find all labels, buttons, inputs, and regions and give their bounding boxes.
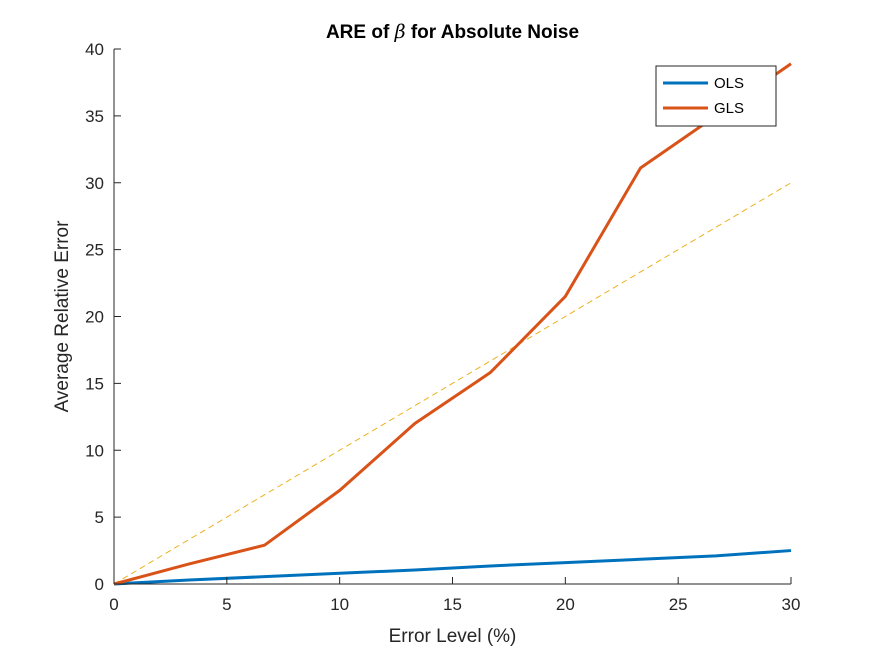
- title-beta-symbol: β: [394, 21, 406, 43]
- y-tick-label: 35: [85, 107, 104, 126]
- plot-area: [114, 49, 791, 584]
- axes-background: [114, 49, 791, 584]
- reference-line: [113, 182, 792, 585]
- legend-box: [655, 65, 777, 127]
- series-line-gls: [113, 62, 792, 586]
- x-tick-label: 30: [782, 595, 801, 614]
- x-ticks: 0 5 10 15 20 25 30: [109, 577, 800, 614]
- x-tick-label: 5: [222, 595, 231, 614]
- y-tick-label: 0: [95, 575, 104, 594]
- x-axis-title: Error Level (%): [389, 626, 517, 647]
- x-tick-label: 20: [556, 595, 575, 614]
- x-tick-label: 10: [330, 595, 349, 614]
- legend-label-ols: OLS: [714, 75, 744, 92]
- y-tick-label: 10: [85, 441, 104, 460]
- x-tick-label: 15: [443, 595, 462, 614]
- chart-title: ARE of β for Absolute Noise: [326, 21, 579, 43]
- y-tick-label: 20: [85, 308, 104, 327]
- y-tick-label: 15: [85, 374, 104, 393]
- y-tick-label: 30: [85, 174, 104, 193]
- title-suffix: for Absolute Noise: [406, 22, 579, 43]
- x-tick-label: 0: [109, 595, 118, 614]
- y-axis-title: Average Relative Error: [52, 220, 73, 413]
- title-prefix: ARE of: [326, 22, 395, 43]
- y-tick-label: 25: [85, 241, 104, 260]
- y-tick-label: 5: [95, 508, 104, 527]
- y-ticks: 0 5 10 15 20 25 30 35 40: [85, 40, 121, 594]
- legend-label-gls: GLS: [714, 100, 744, 117]
- x-tick-label: 25: [669, 595, 688, 614]
- y-tick-label: 40: [85, 40, 104, 59]
- legend: OLS GLS: [655, 65, 777, 127]
